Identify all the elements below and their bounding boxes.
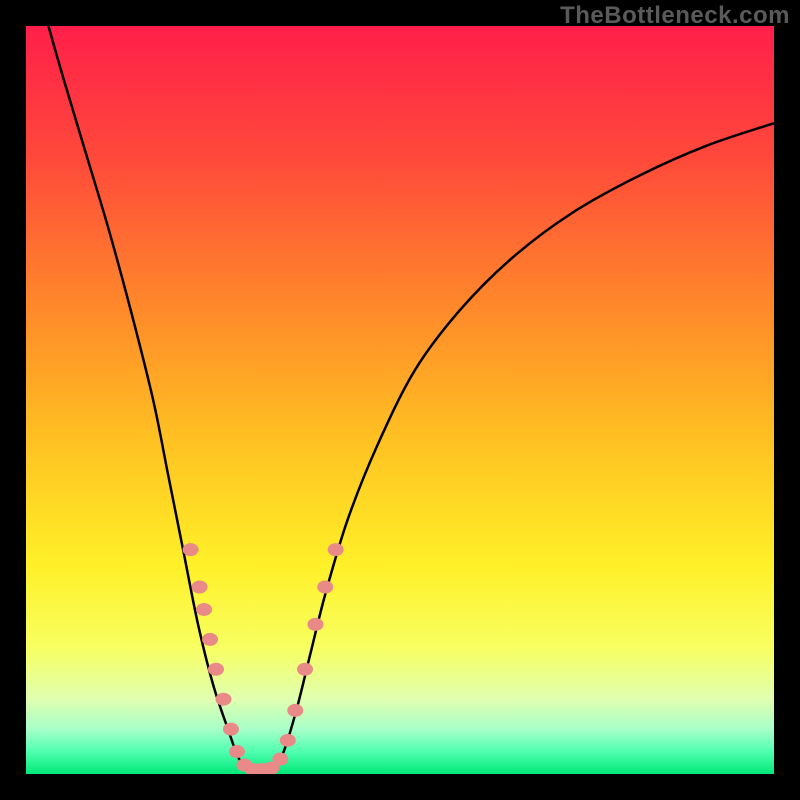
data-marker — [229, 745, 245, 758]
data-marker — [307, 618, 323, 631]
data-marker — [317, 581, 333, 594]
data-marker — [208, 663, 224, 676]
bottleneck-chart — [0, 0, 800, 800]
data-marker — [280, 734, 296, 747]
data-marker — [328, 543, 344, 556]
data-marker — [192, 581, 208, 594]
data-marker — [202, 633, 218, 646]
chart-frame: TheBottleneck.com — [0, 0, 800, 800]
data-marker — [183, 543, 199, 556]
data-marker — [287, 704, 303, 717]
data-marker — [196, 603, 212, 616]
watermark-text: TheBottleneck.com — [560, 2, 790, 30]
data-marker — [272, 753, 288, 766]
data-marker — [215, 693, 231, 706]
data-marker — [223, 723, 239, 736]
data-marker — [297, 663, 313, 676]
